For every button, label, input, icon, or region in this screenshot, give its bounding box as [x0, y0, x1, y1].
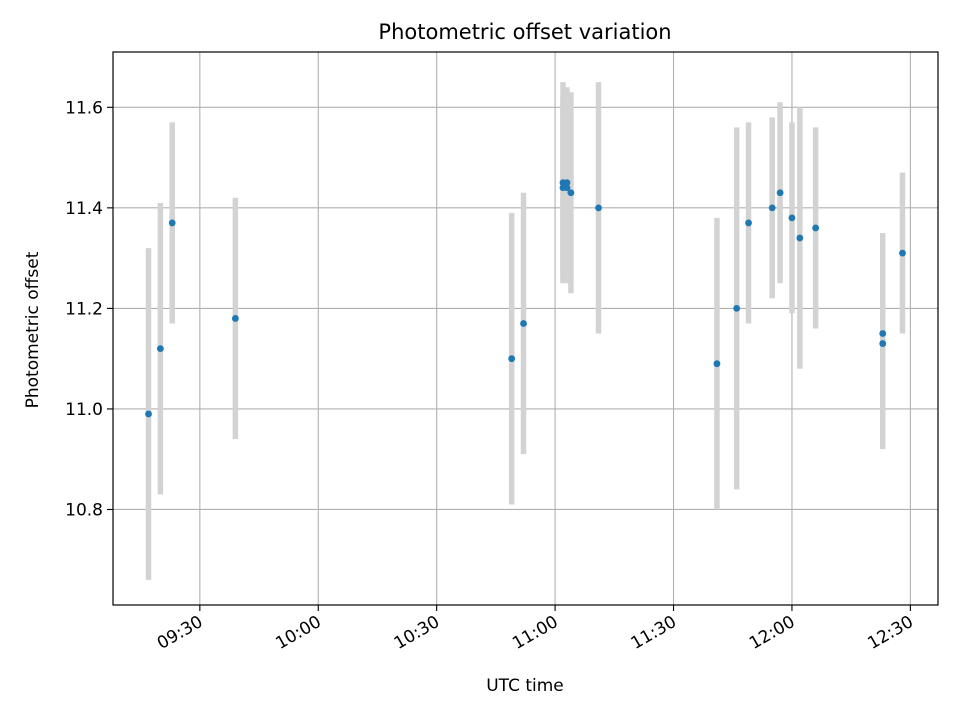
error-bars: [145, 82, 906, 580]
data-point: [879, 340, 887, 347]
data-point: [567, 189, 575, 197]
data-point: [231, 315, 239, 322]
x-tick-label: 09:30: [154, 612, 206, 654]
y-axis-ticks: 10.8 11.0 11.2 11.4 11.6: [65, 98, 113, 520]
x-tick-label: 12:30: [864, 612, 916, 654]
x-tick-label: 11:00: [509, 612, 561, 654]
data-point: [156, 345, 164, 353]
data-point: [145, 410, 152, 418]
y-axis-label: Photometric offset: [23, 251, 43, 408]
x-axis-ticks: 09:30 10:00 10:30 11:00 11:30 12:00 12:30: [154, 605, 917, 654]
data-point: [768, 204, 776, 212]
data-point: [812, 224, 820, 232]
data-point: [168, 219, 176, 227]
data-point: [788, 214, 796, 222]
data-points: [145, 179, 906, 418]
x-tick-label: 12:00: [746, 612, 798, 654]
y-tick-label: 11.2: [65, 299, 103, 319]
y-tick-label: 11.0: [65, 400, 103, 420]
x-axis-label: UTC time: [486, 676, 564, 696]
x-tick-label: 10:30: [391, 612, 443, 654]
data-point: [745, 219, 752, 227]
data-point: [879, 330, 887, 337]
data-point: [508, 355, 516, 363]
data-point: [520, 320, 527, 327]
data-point: [776, 189, 784, 197]
data-point: [899, 249, 906, 257]
x-tick-label: 11:30: [628, 612, 680, 654]
data-point: [796, 234, 804, 242]
data-point: [595, 204, 602, 212]
data-point: [563, 184, 571, 192]
x-tick-label: 10:00: [272, 612, 324, 654]
data-point: [713, 360, 721, 368]
data-point: [733, 304, 741, 312]
y-tick-label: 10.8: [65, 500, 103, 520]
plot-area-frame: [112, 51, 939, 606]
chart-title: Photometric offset variation: [378, 20, 671, 44]
y-tick-label: 11.4: [65, 199, 103, 219]
data-point: [563, 179, 571, 187]
y-tick-label: 11.6: [65, 98, 103, 118]
